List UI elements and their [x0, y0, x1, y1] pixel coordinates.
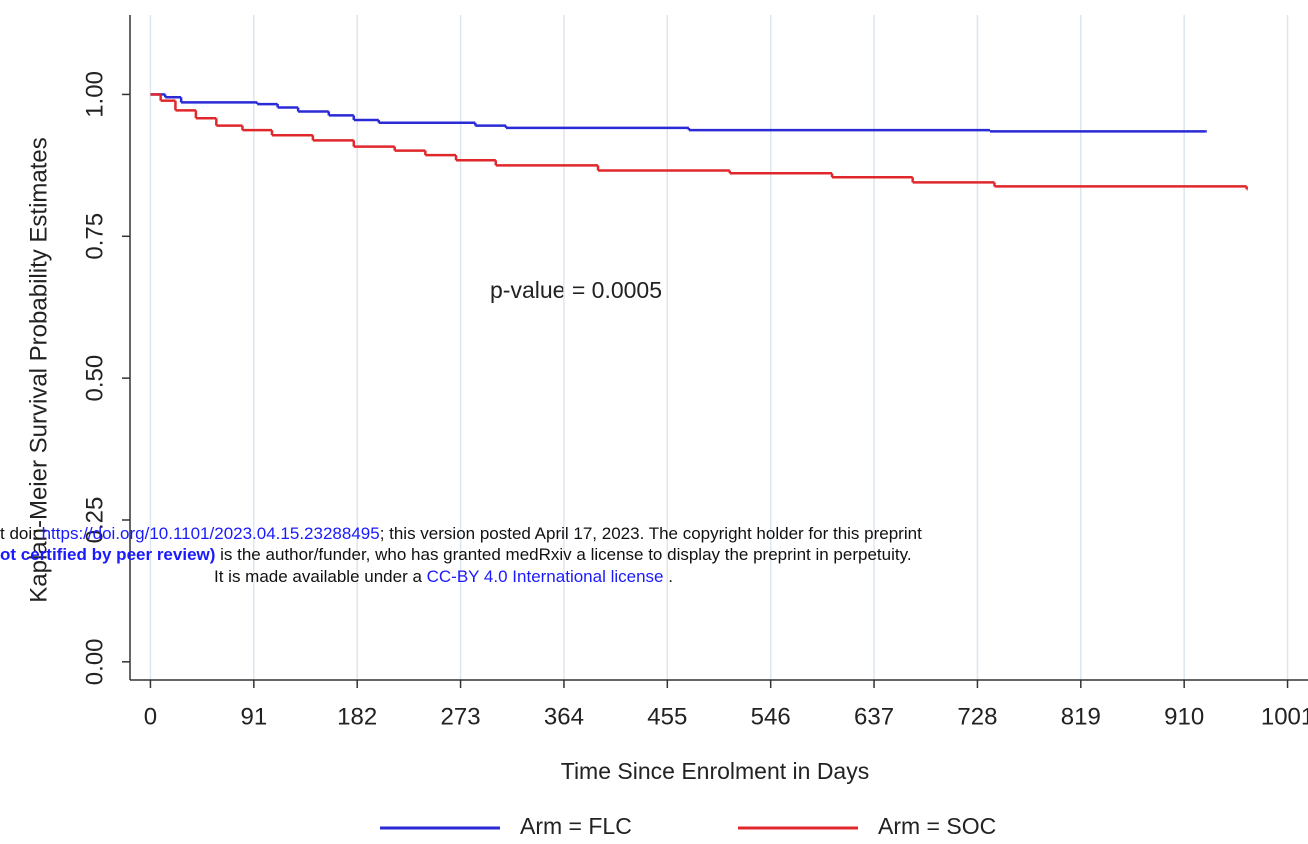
- text: is the author/funder, who has granted me…: [215, 545, 911, 564]
- watermark-line: It is made available under a CC-BY 4.0 I…: [214, 567, 673, 586]
- y-tick-label: 0.75: [81, 213, 108, 260]
- text: ; this version posted April 17, 2023. Th…: [380, 524, 922, 543]
- x-tick-label: 819: [1061, 703, 1101, 730]
- x-tick-label: 728: [957, 703, 997, 730]
- x-axis-label: Time Since Enrolment in Days: [561, 758, 869, 784]
- x-tick-label: 0: [144, 703, 157, 730]
- plot: 0 91 182 273 364 455 546 637 728 819 910 1001 0.00 0.…: [81, 15, 1308, 730]
- y-axis-label: Kaplan-Meier Survival Probability Estima…: [25, 137, 52, 603]
- text: It is made available under a: [214, 567, 427, 586]
- legend-label: Arm = FLC: [520, 813, 632, 839]
- bold-text: ot certified by peer review): [0, 545, 215, 564]
- x-tick-label: 364: [544, 703, 584, 730]
- x-tick-label: 910: [1164, 703, 1204, 730]
- x-tick-label: 546: [751, 703, 791, 730]
- x-tick-label: 182: [337, 703, 377, 730]
- annotation: p-value = 0.0005: [490, 277, 662, 303]
- text: t doi:: [0, 524, 42, 543]
- x-tick-label: 455: [647, 703, 687, 730]
- y-tick-label: 0.50: [81, 355, 108, 402]
- legend-label: Arm = SOC: [878, 813, 996, 839]
- x-tick-label: 637: [854, 703, 894, 730]
- text: .: [664, 567, 673, 586]
- y-tick-label: 1.00: [81, 71, 108, 118]
- watermark-line: ot certified by peer review) is the auth…: [0, 545, 912, 564]
- y-tick-label: 0.00: [81, 638, 108, 685]
- x-tick-label: 273: [441, 703, 481, 730]
- y-tick-label: 0.25: [81, 497, 108, 544]
- x-tick-label: 1001: [1261, 703, 1308, 730]
- x-tick-label: 91: [240, 703, 267, 730]
- link[interactable]: https://doi.org/10.1101/2023.04.15.23288…: [42, 524, 380, 543]
- watermark-line: t doi: https://doi.org/10.1101/2023.04.1…: [0, 524, 922, 543]
- link[interactable]: CC-BY 4.0 International license: [427, 567, 664, 586]
